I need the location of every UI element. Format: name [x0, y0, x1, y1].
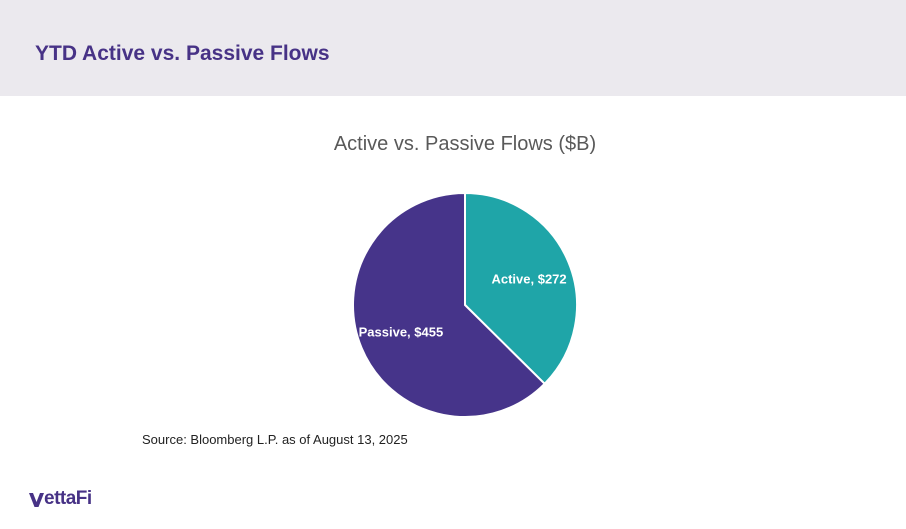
- vettafi-logo: ettaFi: [28, 488, 92, 510]
- pie-slice-passive: [352, 191, 547, 418]
- logo-v-icon: [29, 492, 44, 507]
- data-label-active: Active, $272: [491, 271, 566, 286]
- logo-text: ettaFi: [44, 488, 92, 509]
- header-band: [0, 0, 906, 96]
- pie-slice-active: [464, 191, 578, 386]
- chart-title: Active vs. Passive Flows ($B): [333, 133, 597, 155]
- data-label-passive: Passive, $455: [359, 325, 444, 340]
- source-note: Source: Bloomberg L.P. as of August 13, …: [142, 432, 408, 447]
- slide-title: YTD Active vs. Passive Flows: [35, 42, 330, 65]
